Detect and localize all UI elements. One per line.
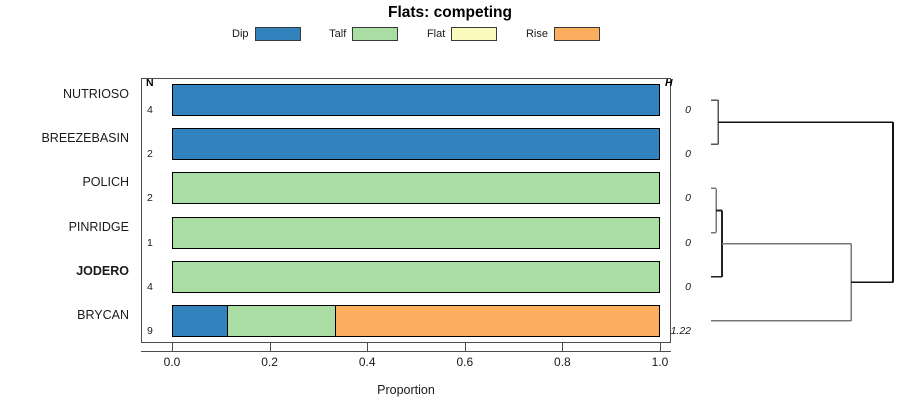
- y-axis-labels: NUTRIOSO BREEZEBASIN POLICH PINRIDGE JODERO B…: [0, 78, 135, 343]
- x-axis-tick: [464, 343, 466, 351]
- plot-area: [141, 78, 671, 343]
- x-axis-tick-label: 0.4: [358, 355, 376, 369]
- legend-label-talf: Talf: [329, 28, 347, 40]
- x-axis-tick: [172, 343, 173, 351]
- legend-item-flat[interactable]: Flat: [426, 27, 498, 41]
- x-axis: 0.0 0.2 0.4 0.6 0.8 1.0: [141, 343, 671, 383]
- dendrogram: [711, 99, 894, 322]
- x-axis-tick-label: 1.0: [651, 355, 669, 369]
- y-axis-label: PINRIDGE: [68, 219, 129, 234]
- bar-segment-talf[interactable]: [173, 173, 659, 204]
- bar-segment-rise[interactable]: [334, 305, 659, 336]
- x-axis-tick-label: 0.8: [554, 355, 571, 369]
- h-value: 0: [685, 236, 691, 249]
- bar-row[interactable]: [172, 260, 660, 293]
- y-axis-label: POLICH: [82, 175, 129, 190]
- legend-swatch-dip: [254, 27, 301, 41]
- y-axis-label: BRYCAN: [77, 307, 129, 322]
- bar-segment-dip[interactable]: [173, 129, 659, 160]
- legend-item-talf[interactable]: Talf: [329, 27, 399, 41]
- legend-swatch-talf: [352, 27, 399, 41]
- x-axis-tick: [269, 343, 271, 351]
- h-value: 0: [685, 148, 691, 161]
- legend-label-dip: Dip: [232, 28, 249, 40]
- n-value: 2: [147, 148, 153, 161]
- n-value: 9: [147, 324, 153, 337]
- n-value: 1: [147, 236, 153, 249]
- bar-segment-talf[interactable]: [173, 217, 659, 248]
- legend: Dip Talf Flat Rise: [232, 25, 600, 43]
- bar-segment-dip[interactable]: [173, 85, 659, 116]
- h-value: 1.22: [670, 324, 691, 337]
- y-axis-label: NUTRIOSO: [63, 87, 129, 102]
- bar-row[interactable]: [172, 84, 660, 117]
- h-value: 0: [685, 280, 691, 293]
- bar-row[interactable]: [172, 304, 660, 337]
- legend-swatch-flat: [451, 27, 498, 41]
- legend-item-rise[interactable]: Rise: [526, 27, 600, 41]
- x-axis-tick-label: 0.6: [456, 355, 474, 369]
- bar-row[interactable]: [172, 216, 660, 249]
- legend-label-rise: Rise: [525, 28, 548, 40]
- page-title: Flats: competing: [387, 4, 512, 21]
- legend-label-flat: Flat: [426, 28, 446, 40]
- h-column: H 0 0 0 0 0 1.22: [663, 77, 697, 343]
- x-axis-tick: [660, 343, 661, 351]
- x-axis-line: [141, 351, 671, 352]
- n-value: 4: [147, 104, 153, 117]
- x-axis-title: Proportion: [377, 383, 435, 397]
- bar-row[interactable]: [172, 128, 660, 161]
- bar-segment-dip[interactable]: [173, 305, 227, 336]
- bar-row[interactable]: [172, 172, 660, 205]
- n-column: N 4 2 2 1 4 9: [146, 77, 170, 343]
- y-axis-label: BREEZEBASIN: [41, 131, 129, 146]
- x-axis-tick: [367, 343, 369, 351]
- y-axis-label: JODERO: [76, 263, 129, 278]
- x-axis-tick-label: 0.2: [261, 355, 278, 369]
- bar-segment-talf[interactable]: [226, 305, 335, 336]
- x-axis-tick-label: 0.0: [163, 355, 181, 369]
- h-column-header: H: [665, 77, 673, 89]
- x-axis-tick: [562, 343, 564, 351]
- n-value: 2: [147, 192, 153, 205]
- h-value: 0: [685, 192, 691, 205]
- legend-item-dip[interactable]: Dip: [232, 27, 301, 41]
- n-column-header: N: [146, 77, 154, 89]
- h-value: 0: [685, 104, 691, 117]
- bar-segment-talf[interactable]: [173, 261, 659, 292]
- n-value: 4: [147, 280, 153, 293]
- legend-swatch-rise: [553, 27, 600, 41]
